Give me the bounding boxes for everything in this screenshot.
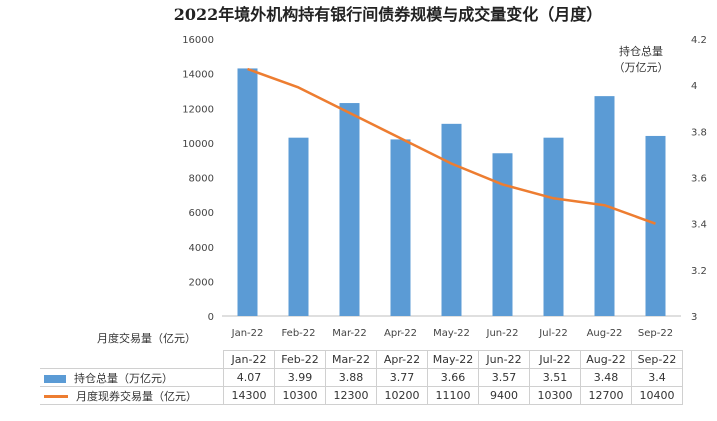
data-table-header-cell: Mar-22 xyxy=(325,350,377,369)
legend-holdings: 持仓总量（万亿元） xyxy=(40,368,224,387)
data-table-cell: 4.07 xyxy=(223,368,275,387)
data-table-cell: 3.66 xyxy=(427,368,479,387)
data-table-cell: 3.57 xyxy=(478,368,530,387)
left-axis-tick: 16000 xyxy=(182,35,214,46)
data-table-cell: 10300 xyxy=(274,386,326,405)
x-tick-label: Jul-22 xyxy=(538,328,567,339)
data-table-header-cell: May-22 xyxy=(427,350,479,369)
right-axis-label: 持仓总量 xyxy=(619,44,663,58)
data-table-header-cell: Aug-22 xyxy=(580,350,632,369)
left-axis-tick: 6000 xyxy=(189,208,214,219)
right-axis-tick: 4 xyxy=(691,81,697,92)
data-table-cell: 14300 xyxy=(223,386,275,405)
left-axis-tick: 0 xyxy=(208,312,214,323)
legend-line-swatch xyxy=(44,395,68,398)
data-table-cell: 10200 xyxy=(376,386,428,405)
x-tick-label: Jun-22 xyxy=(486,328,519,339)
x-tick-label: Sep-22 xyxy=(638,328,673,339)
data-table-cell: 3.77 xyxy=(376,368,428,387)
x-tick-label: Mar-22 xyxy=(332,328,367,339)
bar-Jan-22 xyxy=(237,68,258,317)
bar-Sep-22 xyxy=(645,135,666,316)
legend-volume: 月度现券交易量（亿元） xyxy=(40,386,224,405)
data-table-cell: 3.99 xyxy=(274,368,326,387)
x-tick-label: May-22 xyxy=(433,328,470,339)
data-table-cell: 12300 xyxy=(325,386,377,405)
left-axis-tick: 14000 xyxy=(182,70,214,81)
x-tick-label: Jan-22 xyxy=(231,328,264,339)
data-table-cell: 3.4 xyxy=(631,368,683,387)
left-axis-tick: 12000 xyxy=(182,104,214,115)
bar-Mar-22 xyxy=(339,103,360,317)
bar-May-22 xyxy=(441,123,462,316)
left-axis-tick: 8000 xyxy=(189,174,214,185)
data-table-header-cell: Apr-22 xyxy=(376,350,428,369)
right-axis-tick: 3.8 xyxy=(691,127,707,138)
right-axis-tick: 3.4 xyxy=(691,220,707,231)
right-axis-tick: 3.2 xyxy=(691,266,707,277)
data-table-corner xyxy=(40,350,224,369)
data-table: Jan-22 Feb-22 Mar-22 Apr-22 May-22 Jun-22 Jul-… xyxy=(40,350,683,405)
left-axis-label: 月度交易量（亿元） xyxy=(97,331,196,345)
right-axis-tick: 4.2 xyxy=(691,35,707,46)
data-table-cell: 3.48 xyxy=(580,368,632,387)
left-axis-tick: 2000 xyxy=(189,277,214,288)
left-axis-tick: 10000 xyxy=(182,139,214,150)
left-axis-tick: 4000 xyxy=(189,243,214,254)
data-table-cell: 3.51 xyxy=(529,368,581,387)
bar-Feb-22 xyxy=(288,137,309,316)
data-table-cell: 10300 xyxy=(529,386,581,405)
right-axis-tick: 3.6 xyxy=(691,174,707,185)
data-table-cell: 10400 xyxy=(631,386,683,405)
legend-volume-label: 月度现券交易量（亿元） xyxy=(76,389,197,403)
chart-title: 2022年境外机构持有银行间债券规模与成交量变化（月度） xyxy=(174,5,603,24)
x-tick-label: Feb-22 xyxy=(281,328,315,339)
data-table-header-cell: Feb-22 xyxy=(274,350,326,369)
bar-Jul-22 xyxy=(543,137,564,316)
data-table-header-cell: Jan-22 xyxy=(223,350,275,369)
right-axis-label-unit: （万亿元） xyxy=(614,61,669,74)
data-table-header: Jan-22 Feb-22 Mar-22 Apr-22 May-22 Jun-22 Jul-… xyxy=(40,350,683,369)
legend-holdings-label: 持仓总量（万亿元） xyxy=(74,371,173,385)
data-table-header-cell: Jun-22 xyxy=(478,350,530,369)
series-line-volume xyxy=(247,67,656,225)
data-table-cell: 9400 xyxy=(478,386,530,405)
x-tick-label: Apr-22 xyxy=(384,328,417,339)
data-table-row-volume: 月度现券交易量（亿元） 14300 10300 12300 10200 11100 940… xyxy=(40,386,683,405)
data-table-row-holdings: 持仓总量（万亿元） 4.07 3.99 3.88 3.77 3.66 3.57 3.51 3.… xyxy=(40,368,683,387)
right-axis-tick: 3 xyxy=(691,312,697,323)
data-table-cell: 11100 xyxy=(427,386,479,405)
data-table-header-cell: Jul-22 xyxy=(529,350,581,369)
data-table-header-cell: Sep-22 xyxy=(631,350,683,369)
data-table-cell: 12700 xyxy=(580,386,632,405)
legend-bar-swatch xyxy=(44,374,66,383)
bar-Apr-22 xyxy=(390,139,411,316)
bar-Jun-22 xyxy=(492,153,513,316)
x-tick-label: Aug-22 xyxy=(587,328,623,339)
data-table-cell: 3.88 xyxy=(325,368,377,387)
